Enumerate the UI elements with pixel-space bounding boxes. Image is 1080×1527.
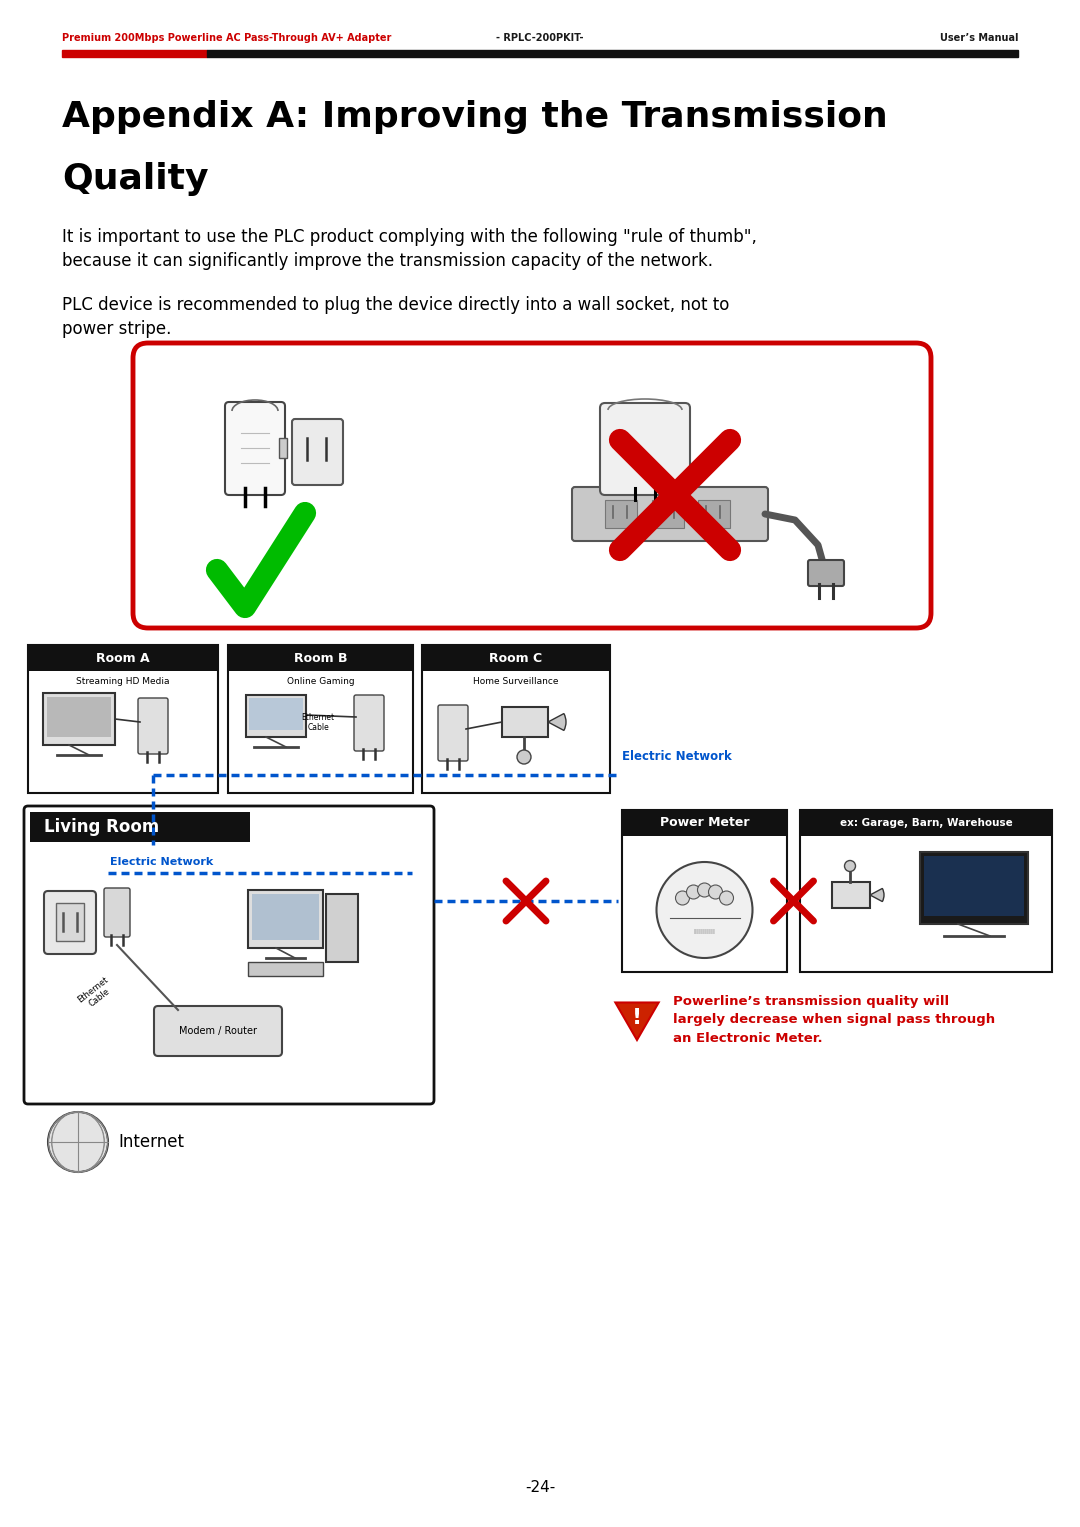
Bar <box>30 812 249 841</box>
Text: Online Gaming: Online Gaming <box>286 676 354 686</box>
Circle shape <box>657 863 753 957</box>
Text: Room A: Room A <box>96 652 150 664</box>
Text: - RPLC-200PKIT-: - RPLC-200PKIT- <box>496 34 584 43</box>
Text: Living Room: Living Room <box>44 818 159 835</box>
Circle shape <box>517 750 531 764</box>
Bar <box>605 499 637 528</box>
FancyBboxPatch shape <box>354 695 384 751</box>
Bar <box>652 499 684 528</box>
Bar <box>56 902 84 941</box>
Bar <box>62 50 207 56</box>
FancyBboxPatch shape <box>104 889 130 938</box>
Text: Premium 200Mbps Powerline AC Pass-Through AV+ Adapter: Premium 200Mbps Powerline AC Pass-Throug… <box>62 34 391 43</box>
FancyBboxPatch shape <box>808 560 843 586</box>
Text: !: ! <box>632 1008 643 1028</box>
Bar <box>422 644 610 670</box>
Bar <box>924 857 1024 916</box>
FancyBboxPatch shape <box>225 402 285 495</box>
Bar <box>622 809 787 835</box>
Bar <box>800 809 1052 835</box>
Text: Room B: Room B <box>294 652 348 664</box>
Bar <box>326 893 357 962</box>
Bar <box>248 890 323 948</box>
Bar <box>43 693 114 745</box>
Text: Home Surveillance: Home Surveillance <box>473 676 558 686</box>
Bar <box>207 50 1018 56</box>
FancyBboxPatch shape <box>438 705 468 760</box>
Text: Electric Network: Electric Network <box>110 857 213 867</box>
Circle shape <box>719 890 733 906</box>
Bar <box>920 852 1028 924</box>
Bar <box>422 644 610 793</box>
Text: Appendix A: Improving the Transmission: Appendix A: Improving the Transmission <box>62 99 888 134</box>
FancyBboxPatch shape <box>133 344 931 628</box>
Text: IIIIIIIIIII: IIIIIIIIIII <box>693 928 715 935</box>
Text: Room C: Room C <box>489 652 542 664</box>
Circle shape <box>687 886 701 899</box>
Circle shape <box>48 1112 108 1173</box>
Bar <box>832 883 870 909</box>
Bar <box>252 893 319 941</box>
Bar <box>502 707 548 738</box>
Text: Electric Network: Electric Network <box>622 750 732 764</box>
Text: ex: Garage, Barn, Warehouse: ex: Garage, Barn, Warehouse <box>839 818 1012 828</box>
Text: power stripe.: power stripe. <box>62 321 172 337</box>
FancyBboxPatch shape <box>44 890 96 954</box>
Bar <box>698 499 730 528</box>
Text: -24-: -24- <box>525 1481 555 1495</box>
Bar <box>28 644 218 670</box>
Circle shape <box>675 890 689 906</box>
FancyBboxPatch shape <box>292 418 343 486</box>
Text: PLC device is recommended to plug the device directly into a wall socket, not to: PLC device is recommended to plug the de… <box>62 296 729 315</box>
Bar <box>48 696 111 738</box>
Text: Modem / Router: Modem / Router <box>179 1026 257 1035</box>
Text: Ethernet
Cable: Ethernet Cable <box>76 976 117 1012</box>
Wedge shape <box>548 713 566 730</box>
Bar <box>248 962 323 976</box>
Text: Internet: Internet <box>118 1133 184 1151</box>
Text: Quality: Quality <box>62 162 208 195</box>
FancyBboxPatch shape <box>138 698 168 754</box>
Text: Ethernet
Cable: Ethernet Cable <box>301 713 335 733</box>
Circle shape <box>698 883 712 896</box>
Text: Streaming HD Media: Streaming HD Media <box>77 676 170 686</box>
Circle shape <box>708 886 723 899</box>
Text: Power Meter: Power Meter <box>660 817 750 829</box>
Wedge shape <box>870 889 885 901</box>
Bar <box>622 809 787 973</box>
Bar <box>279 438 287 458</box>
Text: It is important to use the PLC product complying with the following "rule of thu: It is important to use the PLC product c… <box>62 228 757 246</box>
FancyBboxPatch shape <box>572 487 768 541</box>
Bar <box>28 644 218 793</box>
Circle shape <box>845 861 855 872</box>
Text: User’s Manual: User’s Manual <box>940 34 1018 43</box>
Bar <box>246 695 306 738</box>
FancyBboxPatch shape <box>600 403 690 495</box>
Bar <box>249 698 303 730</box>
Bar <box>228 644 413 670</box>
FancyBboxPatch shape <box>154 1006 282 1057</box>
Bar <box>228 644 413 793</box>
Text: because it can significantly improve the transmission capacity of the network.: because it can significantly improve the… <box>62 252 713 270</box>
FancyBboxPatch shape <box>24 806 434 1104</box>
Text: Powerline’s transmission quality will
largely decrease when signal pass through
: Powerline’s transmission quality will la… <box>673 996 995 1044</box>
Bar <box>800 809 1052 973</box>
